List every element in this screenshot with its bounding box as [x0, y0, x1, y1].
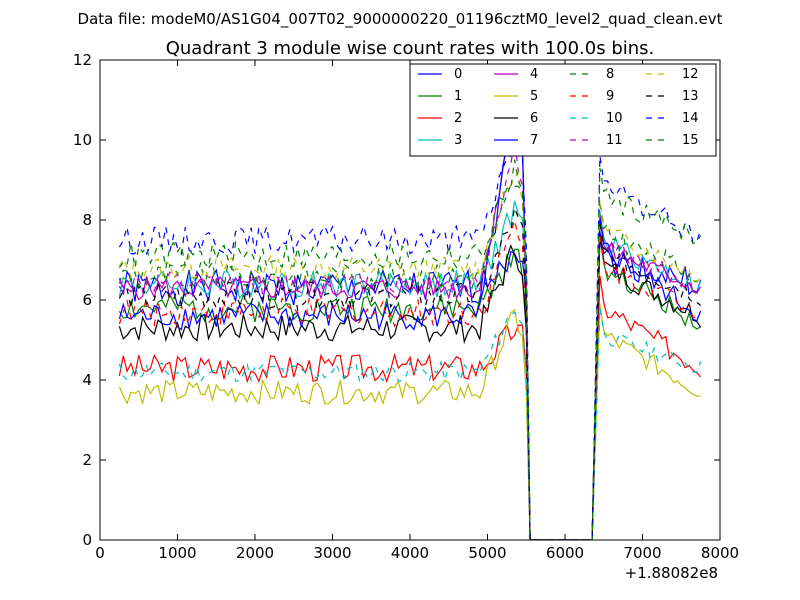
series-line-9 [118, 220, 701, 540]
series-line-13 [118, 205, 701, 540]
x-tick-label: 5000 [468, 544, 506, 562]
legend-label-13: 13 [682, 89, 699, 104]
legend-label-6: 6 [530, 111, 538, 126]
x-axis-offset-label: +1.88082e8 [625, 564, 718, 582]
series-line-7 [118, 100, 702, 540]
series-line-12 [118, 171, 701, 540]
x-tick-label: 4000 [391, 544, 429, 562]
x-tick-label: 1000 [158, 544, 196, 562]
legend-label-15: 15 [682, 133, 699, 148]
y-tick-label: 0 [82, 531, 92, 549]
legend-label-11: 11 [606, 133, 623, 148]
y-tick-label: 4 [82, 371, 92, 389]
y-tick-label: 10 [73, 131, 92, 149]
axis-ticks: 0 1000 2000 3000 4000 5000 6000 7000 80000246810… [73, 51, 739, 562]
x-tick-label: 7000 [623, 544, 661, 562]
series-line-15 [118, 159, 702, 540]
series-line-3 [118, 200, 702, 540]
legend-label-12: 12 [682, 67, 699, 82]
figure-suptitle: Data file: modeM0/AS1G04_007T02_90000002… [78, 10, 723, 29]
series-line-5 [118, 303, 701, 540]
series-group [118, 100, 702, 540]
series-line-4 [118, 113, 702, 540]
series-line-1 [118, 235, 701, 540]
legend-label-2: 2 [454, 111, 462, 126]
plot-area: 0 1000 2000 3000 4000 5000 6000 7000 80000246810… [73, 51, 739, 562]
legend-label-14: 14 [682, 111, 699, 126]
legend-label-5: 5 [530, 89, 538, 104]
legend-label-8: 8 [606, 67, 614, 82]
series-line-2 [118, 275, 702, 540]
x-tick-label: 2000 [236, 544, 274, 562]
legend-label-4: 4 [530, 67, 538, 82]
chart-title: Quadrant 3 module wise count rates with … [166, 38, 655, 59]
x-tick-label: 6000 [546, 544, 584, 562]
series-line-8 [118, 183, 702, 540]
series-line-11 [118, 141, 702, 540]
legend-label-10: 10 [606, 111, 623, 126]
y-tick-label: 8 [82, 211, 92, 229]
legend-frame [409, 63, 717, 157]
series-line-14 [118, 140, 702, 540]
y-tick-label: 12 [73, 51, 92, 69]
x-tick-label: 3000 [313, 544, 351, 562]
legend-label-7: 7 [530, 133, 538, 148]
series-line-6 [118, 235, 702, 540]
legend-label-9: 9 [606, 89, 614, 104]
legend-label-3: 3 [454, 133, 462, 148]
y-tick-label: 6 [82, 291, 92, 309]
series-line-10 [118, 307, 702, 540]
y-tick-label: 2 [82, 451, 92, 469]
x-tick-label: 8000 [701, 544, 739, 562]
legend-label-0: 0 [454, 67, 462, 82]
legend-label-1: 1 [454, 89, 462, 104]
x-tick-label: 0 [95, 544, 105, 562]
